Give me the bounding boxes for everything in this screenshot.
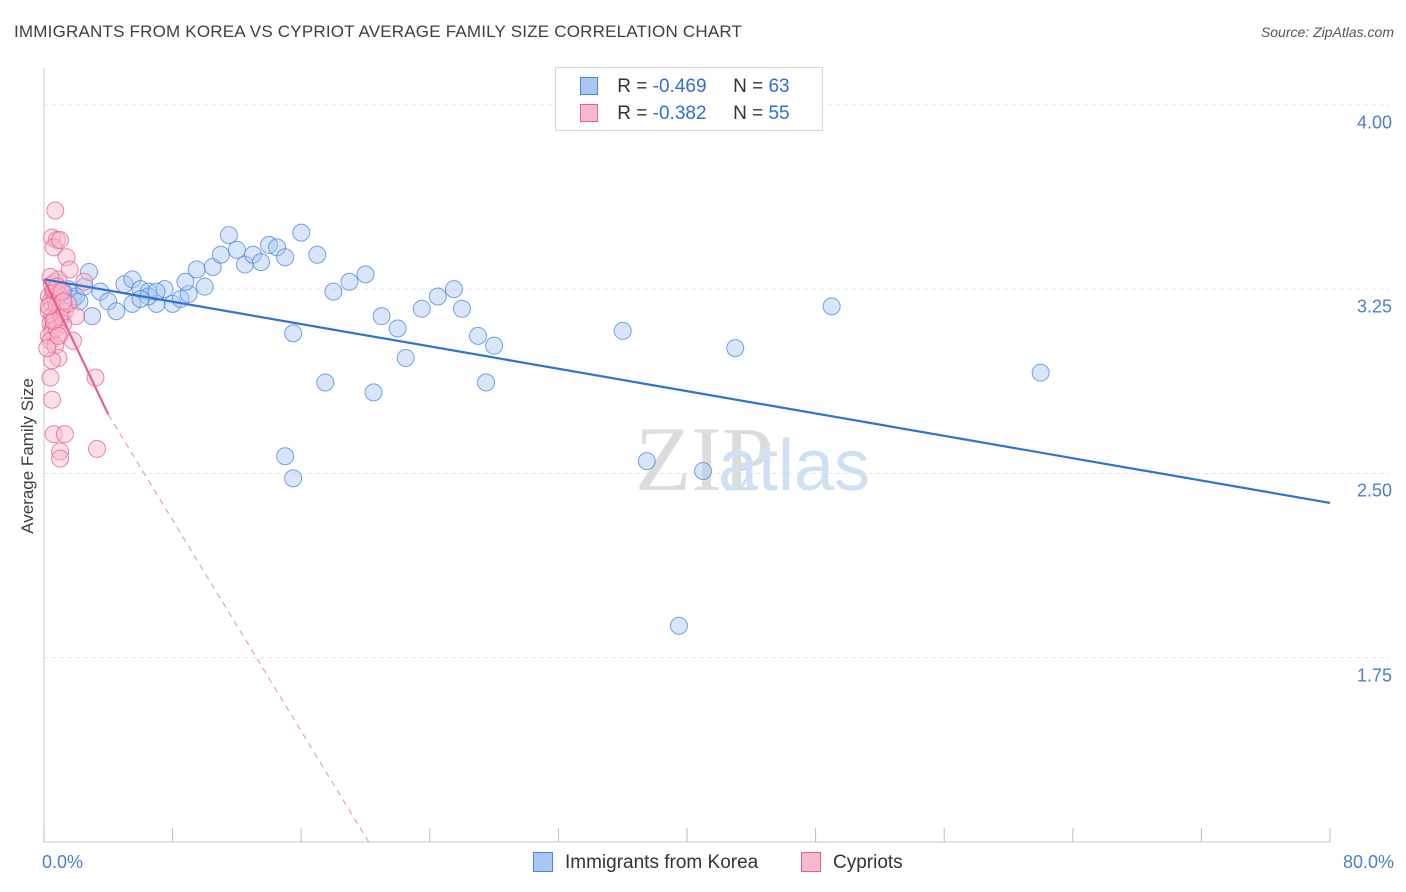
- cypriot-trendline-extension: [107, 414, 370, 843]
- cypriot-point: [51, 231, 70, 249]
- n-label: N =: [733, 103, 769, 124]
- x-tick-label-max: 80.0%: [1342, 852, 1394, 872]
- korea-point: [613, 321, 632, 340]
- korea-point: [187, 260, 206, 279]
- watermark-zip: ZIP: [635, 408, 773, 510]
- cypriot-point: [55, 425, 74, 444]
- bottom-legend-cypriot: Cypriots: [801, 852, 903, 874]
- korea-legend-label: Immigrants from Korea: [565, 852, 759, 873]
- y-tick-label: 2.50: [1356, 480, 1392, 501]
- korea-point: [452, 299, 471, 318]
- chart-title: IMMIGRANTS FROM KOREA VS CYPRIOT AVERAGE…: [14, 22, 743, 41]
- korea-point: [131, 289, 150, 308]
- korea-point: [252, 253, 271, 272]
- trendlines: [43, 278, 1331, 843]
- korea-point: [211, 245, 230, 264]
- korea-point: [356, 265, 375, 284]
- cypriot-point: [86, 368, 105, 387]
- r-label: R =: [617, 76, 653, 97]
- r-value: -0.382: [652, 103, 707, 124]
- korea-point: [822, 297, 841, 316]
- cypriot-point: [44, 312, 63, 331]
- n-value: 55: [768, 103, 790, 124]
- n-label: N =: [733, 76, 769, 97]
- cypriot-trendline: [43, 278, 110, 415]
- korea-point: [388, 319, 407, 338]
- korea-swatch: [580, 77, 598, 95]
- x-tick-label-min: 0.0%: [42, 852, 84, 872]
- korea-point: [276, 447, 295, 466]
- korea-point: [485, 336, 504, 355]
- cypriot-point: [43, 390, 62, 409]
- korea-legend-swatch: [533, 852, 553, 872]
- korea-point: [176, 272, 195, 291]
- legend-row-korea: R = -0.469 N = 63: [580, 76, 790, 98]
- x-tick-marks: [43, 828, 1331, 842]
- y-tick-label: 4.00: [1356, 112, 1392, 133]
- korea-point: [469, 326, 488, 345]
- korea-trendline: [43, 278, 1331, 504]
- cypriot-swatch: [580, 104, 598, 122]
- r-label: R =: [617, 103, 653, 124]
- legend-row-cypriot: R = -0.382 N = 55: [580, 103, 790, 125]
- korea-point: [308, 245, 327, 264]
- korea-point: [726, 339, 745, 358]
- korea-point: [292, 223, 311, 242]
- korea-point: [107, 302, 126, 321]
- korea-point: [694, 461, 713, 480]
- korea-point: [396, 348, 415, 367]
- watermark-atlas: atlas: [718, 426, 870, 506]
- correlation-legend: R = -0.469 N = 63 R = -0.382 N = 55: [555, 67, 823, 131]
- korea-point: [284, 324, 303, 343]
- n-value: 63: [768, 76, 790, 97]
- cypriot-point: [51, 449, 70, 468]
- korea-point: [477, 373, 496, 392]
- korea-point: [83, 307, 102, 326]
- korea-point: [428, 287, 447, 306]
- korea-point: [284, 469, 303, 488]
- korea-point: [637, 452, 656, 471]
- korea-point: [372, 307, 391, 326]
- korea-point: [195, 277, 214, 296]
- y-tick-label: 1.75: [1356, 665, 1392, 686]
- korea-point: [147, 282, 166, 301]
- gridlines: [44, 104, 1390, 659]
- korea-point: [364, 383, 383, 402]
- korea-point: [80, 262, 99, 281]
- bottom-legend-korea: Immigrants from Korea: [533, 852, 758, 874]
- cypriot-point: [46, 201, 65, 220]
- korea-point: [1031, 363, 1050, 382]
- r-value: -0.469: [652, 76, 707, 97]
- korea-point: [227, 240, 246, 259]
- cypriot-point: [41, 368, 60, 387]
- cypriot-point: [60, 260, 79, 279]
- source-label: Source: ZipAtlas.com: [1260, 24, 1394, 40]
- y-tick-label: 3.25: [1356, 296, 1392, 317]
- korea-point: [412, 299, 431, 318]
- cypriot-point: [67, 307, 86, 326]
- korea-point: [70, 292, 89, 311]
- cypriot-point: [49, 326, 68, 345]
- cypriot-point: [38, 339, 57, 358]
- korea-point: [219, 226, 238, 245]
- korea-point: [276, 248, 295, 267]
- cypriot-point: [51, 442, 70, 461]
- cypriot-point: [44, 238, 63, 257]
- korea-point: [340, 272, 359, 291]
- korea-point: [324, 282, 343, 301]
- korea-point: [316, 373, 335, 392]
- cypriot-legend-swatch: [801, 852, 821, 872]
- cypriot-points: [38, 201, 107, 468]
- cypriot-legend-label: Cypriots: [833, 852, 903, 873]
- korea-point: [669, 616, 688, 635]
- cypriot-point: [88, 439, 107, 458]
- korea-point: [444, 280, 463, 299]
